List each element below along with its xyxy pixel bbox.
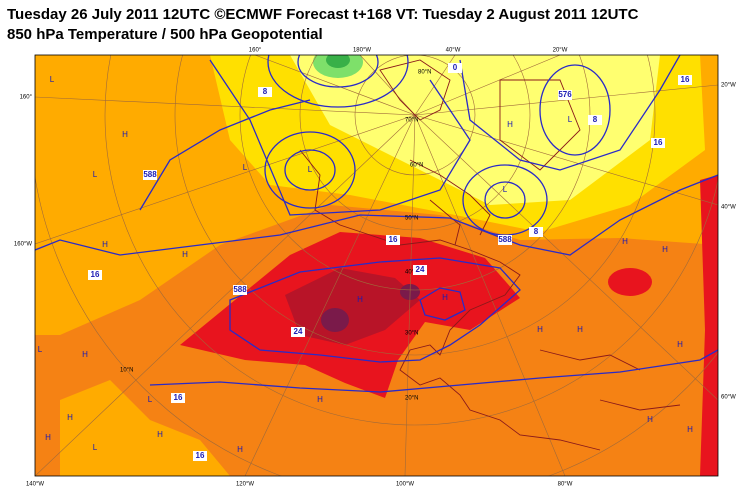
pressure-center: H — [237, 445, 243, 454]
lon-label: 120°W — [236, 482, 254, 488]
contour-label: 588 — [143, 170, 157, 179]
contour-label: 0 — [453, 63, 458, 72]
lon-label: 60°W — [721, 395, 736, 401]
contour-label: 24 — [294, 327, 303, 336]
contour-label: 16 — [681, 75, 690, 84]
contour-label: 16 — [91, 270, 100, 279]
lon-label: 40°W — [446, 48, 461, 54]
pressure-center: L — [38, 345, 43, 354]
contour-label: 8 — [593, 115, 598, 124]
map-fields — [35, 55, 718, 476]
lat-label: 70°N — [405, 118, 418, 124]
pressure-center: H — [507, 120, 513, 129]
pressure-center: H — [442, 293, 448, 302]
pressure-center: H — [357, 295, 363, 304]
pressure-center: L — [93, 170, 98, 179]
contour-label-box — [678, 75, 692, 85]
temp-field — [60, 380, 230, 476]
contour-label-box — [88, 270, 102, 280]
temp-field — [700, 175, 718, 476]
pressure-center: H — [622, 237, 628, 246]
title-line: 850 hPa Temperature / 500 hPa Geopotenti… — [7, 26, 323, 43]
pressure-center: H — [157, 430, 163, 439]
lon-label: 160° — [249, 48, 262, 54]
contour-label-box — [651, 138, 665, 148]
pressure-center: H — [537, 325, 543, 334]
contour-label-box — [233, 285, 247, 295]
contour-label: 588 — [233, 285, 247, 294]
contour-label-box — [448, 63, 462, 73]
contour-label: 24 — [416, 265, 425, 274]
lon-label: 80°W — [558, 482, 573, 488]
pressure-center: H — [677, 340, 683, 349]
contour-label-box — [558, 90, 572, 100]
contours — [35, 55, 718, 393]
lon-label: 40°W — [721, 205, 736, 211]
pressure-center: L — [568, 115, 573, 124]
contour-label-box — [171, 393, 185, 403]
pressure-center: H — [182, 250, 188, 259]
pressure-center: H — [662, 245, 668, 254]
contour-label-box — [291, 327, 305, 337]
pressure-center: H — [647, 415, 653, 424]
lon-label: 20°W — [721, 83, 736, 89]
pressure-center: L — [503, 185, 508, 194]
pressure-center: H — [122, 130, 128, 139]
pressure-center: L — [148, 395, 153, 404]
pressure-center: L — [308, 165, 313, 174]
lon-label: 180°W — [353, 48, 371, 54]
contour-label-box — [258, 87, 272, 97]
temp-field — [321, 308, 349, 332]
temp-field — [326, 55, 350, 68]
contour-label: 8 — [534, 227, 539, 236]
pressure-center: H — [687, 425, 693, 434]
contour-label: 16 — [389, 235, 398, 244]
lat-label: 60°N — [410, 163, 423, 169]
contour-label: 8 — [263, 87, 268, 96]
contour-label: 16 — [196, 451, 205, 460]
pressure-center: H — [45, 433, 51, 442]
pressure-center: L — [243, 163, 248, 172]
pressure-center: H — [67, 413, 73, 422]
lat-label: 20°N — [405, 396, 418, 402]
pressure-center: L — [93, 443, 98, 452]
contour-label-box — [143, 170, 157, 180]
pressure-center: H — [82, 350, 88, 359]
contour-label-box — [529, 227, 543, 237]
lon-label: 20°W — [553, 48, 568, 54]
contour-label: 588 — [498, 235, 512, 244]
temp-field — [608, 268, 652, 296]
pressure-center: H — [317, 395, 323, 404]
title-line: Tuesday 26 July 2011 12UTC ©ECMWF Foreca… — [7, 6, 639, 23]
lat-label: 40°N — [405, 270, 418, 276]
lat-label: 10°N — [120, 368, 133, 374]
map-frame — [34, 54, 719, 477]
lon-label: 160°W — [14, 242, 32, 248]
contour-label-box — [498, 235, 512, 245]
pressure-center: L — [50, 75, 55, 84]
pressure-center: H — [577, 325, 583, 334]
contour-label: 16 — [654, 138, 663, 147]
pressure-center: H — [102, 240, 108, 249]
lon-label: 160° — [20, 95, 33, 101]
lat-label: 30°N — [405, 331, 418, 337]
lat-label: 80°N — [418, 70, 431, 76]
lon-label: 100°W — [396, 482, 414, 488]
temp-field — [285, 268, 420, 345]
contour-label-box — [413, 265, 427, 275]
contour-label: 576 — [558, 90, 572, 99]
lon-label: 140°W — [26, 482, 44, 488]
map-labels: 80°N 70°N 60°N 50°N 40°N 30°N 20°N 10°N 16 24 16 24… — [38, 63, 693, 461]
contour-label-box — [193, 451, 207, 461]
contour-label-box — [386, 235, 400, 245]
contour-label: 16 — [174, 393, 183, 402]
lat-label: 50°N — [405, 216, 418, 222]
coastline — [299, 59, 681, 451]
contour-label-box — [588, 115, 602, 125]
